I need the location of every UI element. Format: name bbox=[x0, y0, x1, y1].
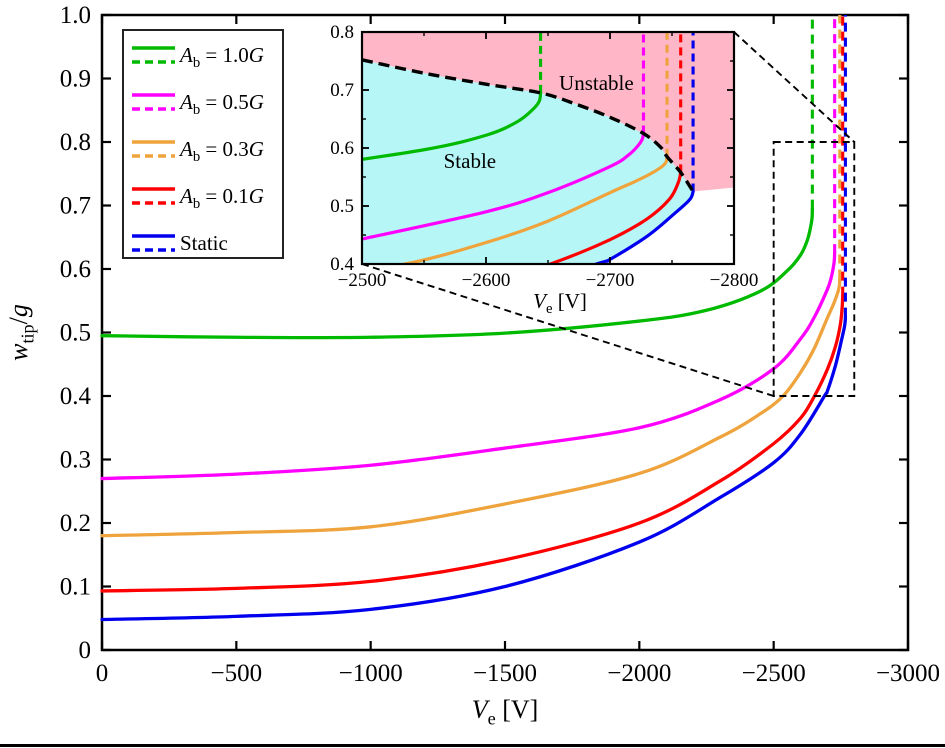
curve-ab-1.0g bbox=[100, 207, 814, 340]
x-tick-label: −500 bbox=[211, 660, 263, 687]
stable-label: Stable bbox=[444, 149, 497, 173]
x-tick-label: −1000 bbox=[339, 660, 403, 687]
y-tick-label: 0.1 bbox=[60, 574, 91, 601]
inset-y-tick-label: 0.7 bbox=[330, 80, 354, 101]
legend-box bbox=[122, 29, 284, 259]
inset: Stable Unstable −2500 −2600 −2700 −2800 0.4 0.5… bbox=[330, 22, 759, 317]
legend-label: Ab = 0.1G bbox=[178, 184, 264, 212]
inset-y-tick-label: 0.6 bbox=[330, 138, 354, 159]
x-tick-label: 0 bbox=[96, 660, 109, 687]
main-axes: 0 −500 −1000 −1500 −2000 −2500 −3000 0 0.1 0.2 0.3… bbox=[4, 2, 940, 728]
main-curves bbox=[100, 15, 848, 622]
legend-label: Ab = 1.0G bbox=[178, 43, 264, 71]
stability-boundary bbox=[362, 58, 695, 193]
y-tick-label: 1.0 bbox=[60, 2, 91, 29]
curve-ab-0.1g bbox=[100, 294, 845, 593]
y-tick-label: 0.9 bbox=[60, 66, 91, 93]
x-tick-label: −2500 bbox=[742, 660, 806, 687]
inset-x-tick-label: −2700 bbox=[586, 270, 635, 291]
y-tick-label: 0 bbox=[79, 637, 92, 664]
y-tick-label: 0.8 bbox=[60, 129, 91, 156]
inset-curve-1 bbox=[362, 131, 646, 241]
y-tick-label: 0.3 bbox=[60, 447, 91, 474]
curve-ab-0.5g bbox=[100, 251, 837, 481]
legend-label: Static bbox=[180, 231, 228, 255]
inset-curve-3 bbox=[545, 170, 683, 264]
x-axis-label: Ve [V] bbox=[472, 695, 539, 728]
inset-x-tick-label: −2500 bbox=[338, 270, 387, 291]
zoom-connector-0 bbox=[361, 263, 774, 397]
zoom-connector-1 bbox=[733, 31, 855, 143]
zoom-region bbox=[361, 31, 856, 397]
legend-label: Ab = 0.5G bbox=[178, 90, 264, 118]
y-tick-label: 0.2 bbox=[60, 510, 91, 537]
y-tick-label: 0.4 bbox=[60, 383, 92, 410]
zoom-box bbox=[772, 141, 856, 397]
curve-ab-0.3g bbox=[100, 276, 842, 538]
unstable-region bbox=[362, 32, 734, 192]
legend: Ab = 1.0G Ab = 0.5G Ab = 0.3G Ab = 0.1G Stat… bbox=[122, 29, 284, 259]
y-tick-label: 0.6 bbox=[60, 256, 91, 283]
x-tick-label: −3000 bbox=[876, 660, 940, 687]
x-tick-label: −1500 bbox=[473, 660, 537, 687]
x-tick-label: −2000 bbox=[607, 660, 671, 687]
stable-region bbox=[362, 59, 694, 264]
inset-curve-0 bbox=[362, 91, 543, 161]
inset-x-tick-label: −2800 bbox=[710, 270, 759, 291]
inset-y-tick-label: 0.4 bbox=[330, 254, 354, 275]
curve-static bbox=[100, 314, 848, 622]
inset-y-tick-label: 0.5 bbox=[330, 196, 354, 217]
y-axis-label: wtip/g bbox=[4, 304, 37, 361]
inset-x-axis-label: Ve [V] bbox=[533, 289, 587, 317]
y-tick-label: 0.7 bbox=[60, 193, 91, 220]
inset-y-tick-label: 0.8 bbox=[330, 22, 354, 43]
inset-x-tick-label: −2600 bbox=[462, 270, 511, 291]
figure-bottom-border bbox=[0, 744, 945, 747]
legend-label: Ab = 0.3G bbox=[178, 137, 264, 165]
unstable-label: Unstable bbox=[559, 71, 634, 95]
y-tick-label: 0.5 bbox=[60, 320, 91, 347]
inset-curve-4 bbox=[591, 189, 695, 264]
